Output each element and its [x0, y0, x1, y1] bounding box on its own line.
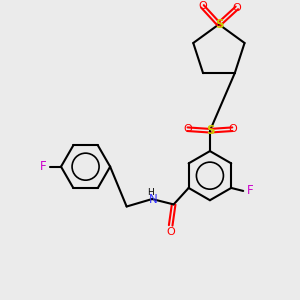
Text: F: F: [40, 160, 46, 173]
Text: F: F: [247, 184, 253, 197]
Text: H: H: [147, 188, 154, 197]
Text: O: O: [198, 2, 207, 11]
Text: O: O: [228, 124, 237, 134]
Text: O: O: [232, 3, 241, 13]
Text: O: O: [166, 227, 175, 237]
Text: S: S: [206, 124, 214, 137]
Text: N: N: [149, 193, 158, 206]
Text: O: O: [183, 124, 192, 134]
Text: S: S: [215, 18, 223, 31]
